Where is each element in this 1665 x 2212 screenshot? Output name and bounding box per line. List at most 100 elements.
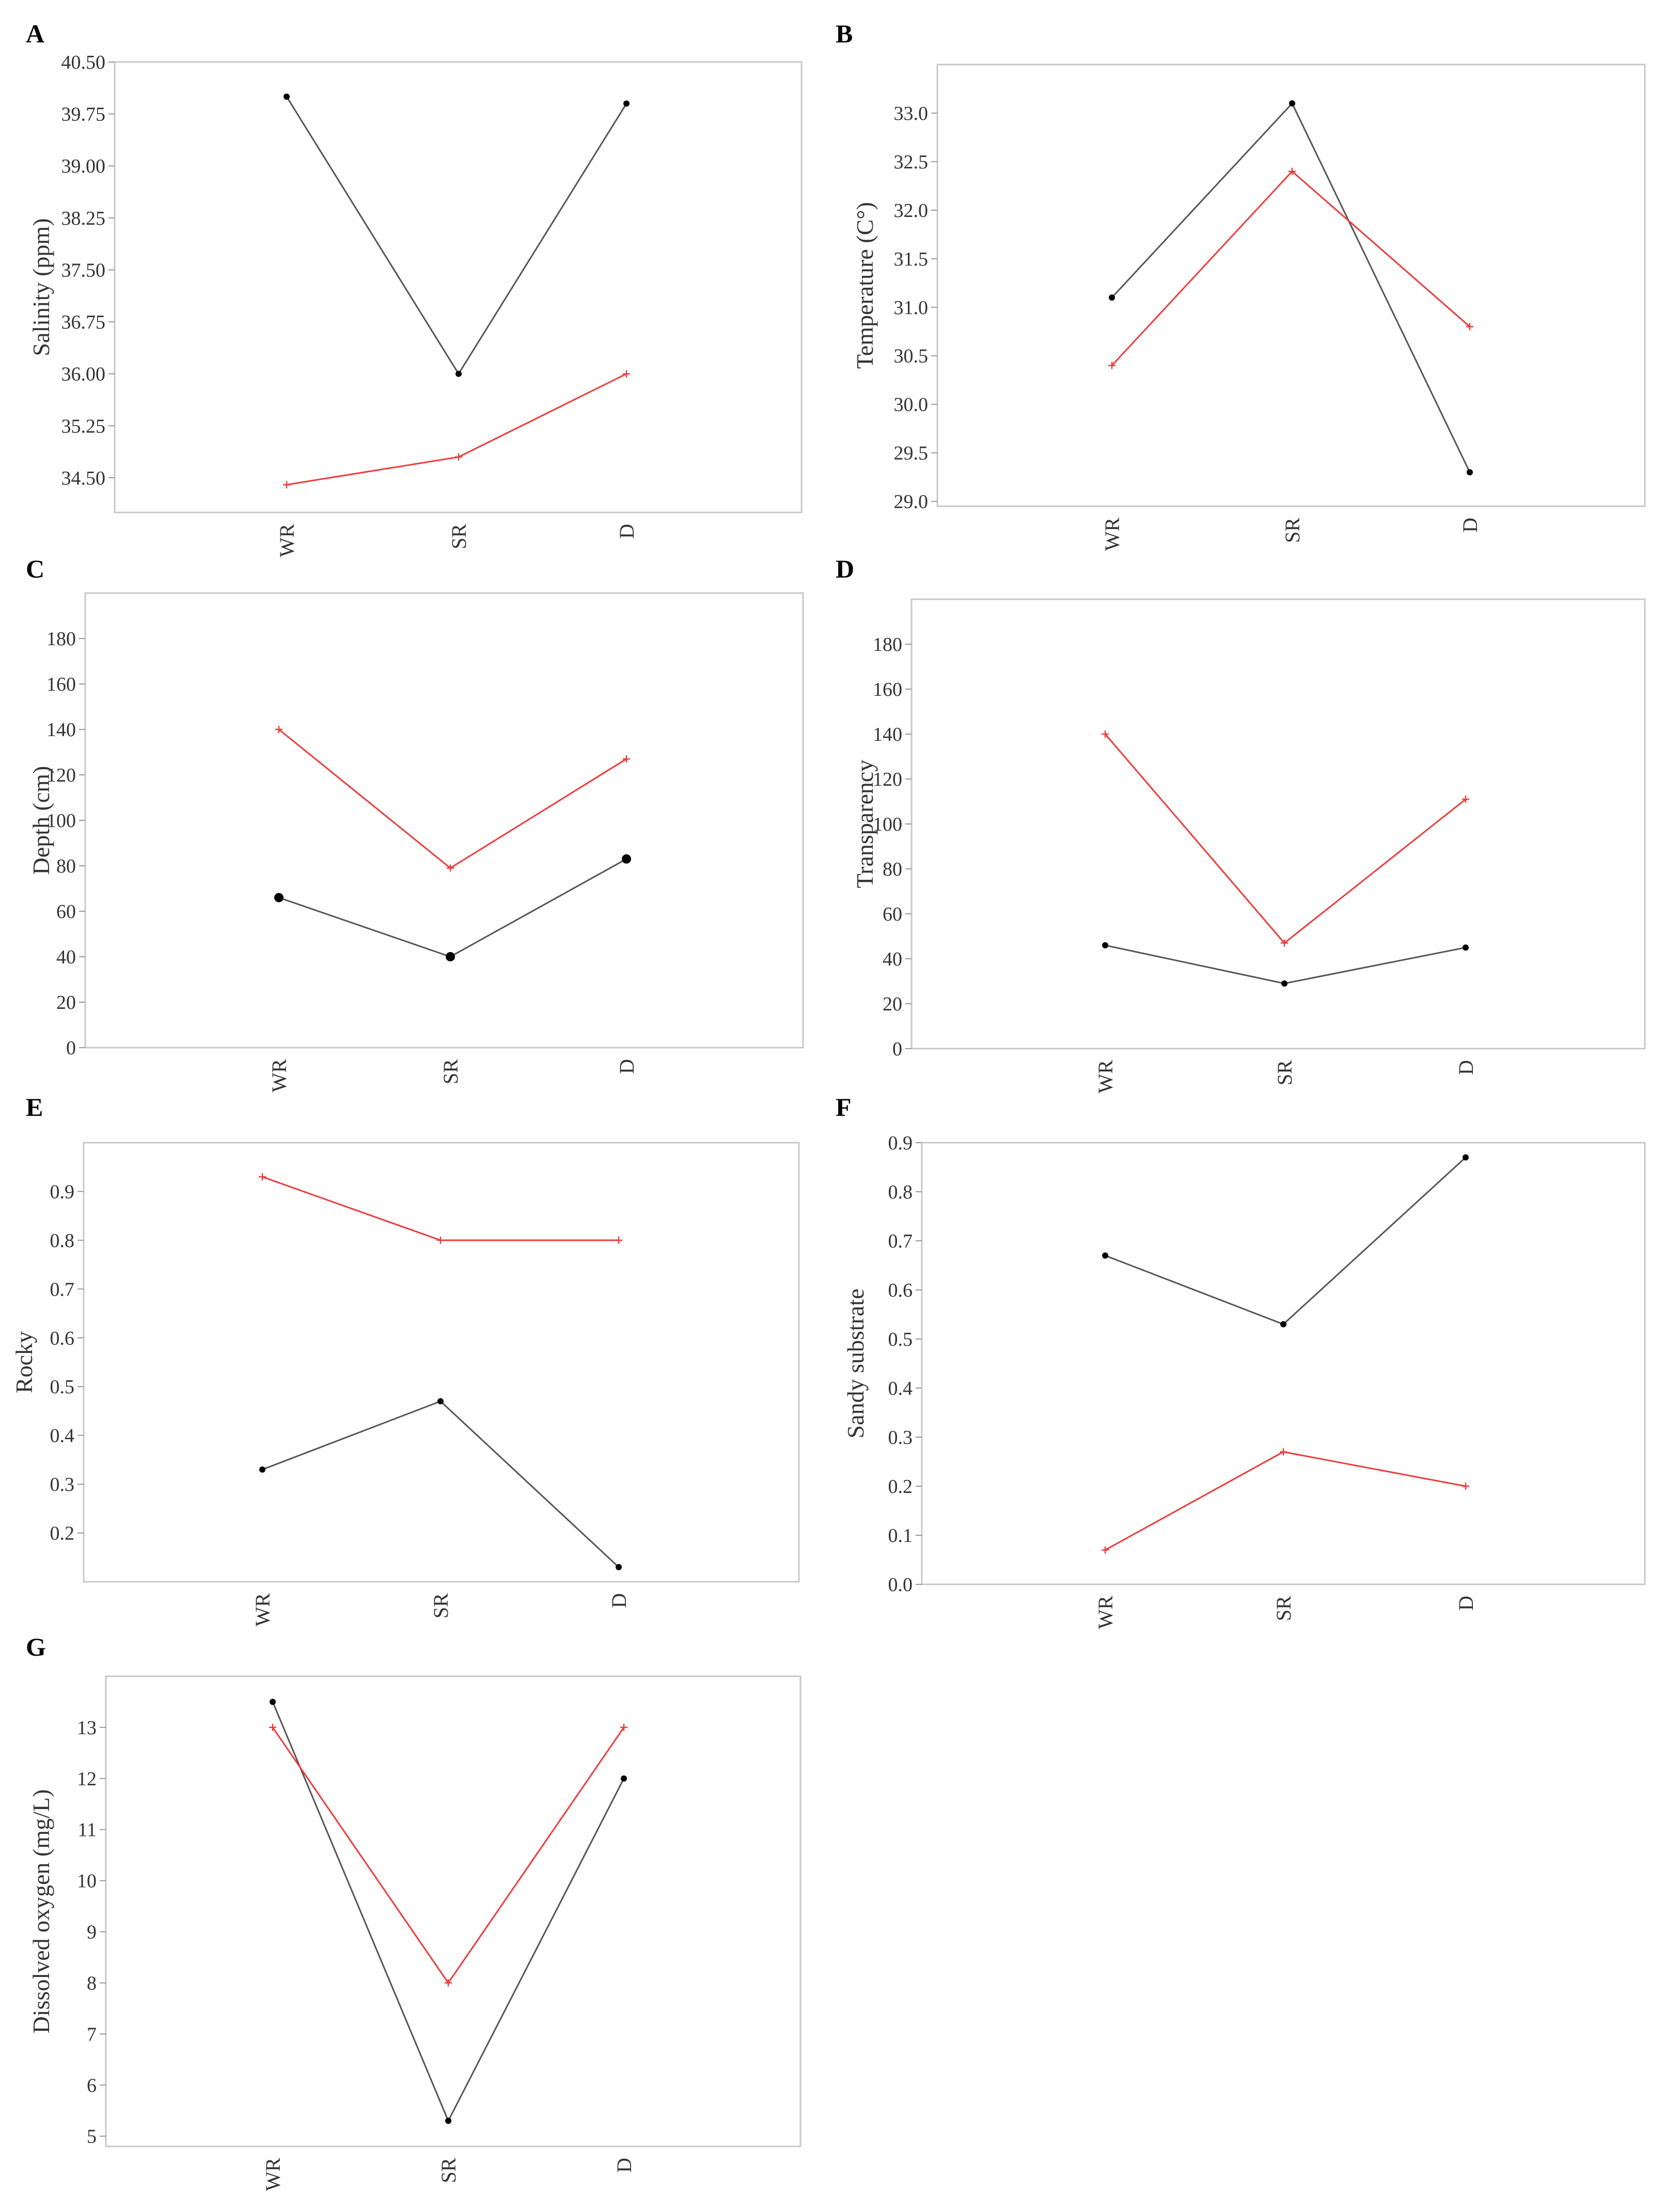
y-tick-label: 20 <box>56 992 76 1014</box>
data-point-red <box>1280 1448 1287 1456</box>
y-tick-label: 32.5 <box>894 151 929 173</box>
series-line-red <box>1105 1451 1466 1551</box>
y-tick-label: 120 <box>873 769 902 790</box>
x-tick-label: SR <box>1273 1060 1296 1085</box>
y-tick-label: 0.8 <box>50 1230 75 1252</box>
plot-frame <box>83 1142 800 1583</box>
y-tick-label: 0.7 <box>50 1279 75 1300</box>
y-tick-label: 0.6 <box>50 1328 75 1349</box>
plot-frame <box>84 592 804 1049</box>
y-axis-label: Transparency <box>852 760 878 889</box>
panel-label: G <box>26 1632 46 1661</box>
series-line-black <box>278 858 627 958</box>
y-tick-label: 0.5 <box>50 1376 75 1398</box>
panel-d: D 0 20 40 60 80 100 120 140 160 180 Transparency WR S… <box>836 554 1646 1093</box>
data-point-black <box>1102 1252 1108 1259</box>
data-point-red <box>1462 1483 1469 1490</box>
x-tick-label: SR <box>1281 518 1304 543</box>
data-point-red <box>1102 1546 1109 1554</box>
series-line-red <box>1104 734 1466 944</box>
series-line-black <box>272 1701 625 2123</box>
x-tick-label: WR <box>275 524 299 557</box>
x-tick-label: SR <box>437 2158 460 2183</box>
plot-frame <box>921 1142 1646 1585</box>
y-axis-label: Salinity (ppm) <box>28 218 54 356</box>
y-tick-label: 40 <box>56 946 76 968</box>
panel-f: F 0.0 0.1 0.2 0.3 0.4 0.5 0.6 0.7 0.8 0.9 Sandy sub… <box>836 1093 1646 1629</box>
y-tick-label: 0.4 <box>50 1425 75 1447</box>
y-tick-label: 10 <box>77 1871 97 1892</box>
y-tick-label: 12 <box>77 1768 97 1790</box>
y-axis-label: Depth (cm) <box>28 766 54 875</box>
y-axis-label: Sandy substrate <box>842 1288 869 1438</box>
y-axis-label: Dissolved oxygen (mg/L) <box>28 1789 54 2034</box>
x-tick-label: D <box>615 524 638 539</box>
data-point-black <box>616 1564 622 1570</box>
y-tick-label: 32.0 <box>894 200 929 222</box>
x-tick-label: WR <box>268 1059 291 1093</box>
y-tick-label: 0.7 <box>888 1230 913 1252</box>
y-tick-label: 0.3 <box>50 1474 75 1496</box>
y-tick-label: 5 <box>87 2126 97 2147</box>
series-line-black <box>1105 1157 1467 1326</box>
y-tick-label: 29.0 <box>894 491 929 513</box>
y-tick-label: 6 <box>87 2075 97 2096</box>
x-tick-label: D <box>612 2158 636 2173</box>
data-point-black <box>1109 294 1115 301</box>
y-tick-label: 39.00 <box>61 155 106 177</box>
data-point-red <box>455 453 462 461</box>
data-point-black <box>1467 469 1473 476</box>
data-point-red <box>620 1723 627 1731</box>
y-tick-label: 140 <box>46 719 76 741</box>
y-tick-label: 180 <box>46 628 76 650</box>
series-line-black <box>1111 102 1471 473</box>
y-tick-label: 30.0 <box>894 394 929 416</box>
data-point-red <box>1289 167 1296 175</box>
data-point-black <box>1289 100 1295 107</box>
y-tick-label: 0.2 <box>50 1523 75 1545</box>
y-tick-label: 0.9 <box>888 1132 913 1154</box>
y-tick-label: 35.25 <box>61 415 106 437</box>
y-tick-label: 34.50 <box>61 468 106 489</box>
y-tick-label: 38.25 <box>61 208 106 229</box>
y-tick-label: 8 <box>87 1972 97 1994</box>
y-tick-label: 0.9 <box>50 1181 75 1203</box>
data-point-red <box>1281 939 1288 947</box>
y-tick-label: 0.4 <box>888 1378 913 1399</box>
plot-frame <box>936 64 1646 507</box>
data-point-black <box>1463 944 1469 951</box>
y-tick-label: 0 <box>892 1038 902 1060</box>
x-tick-label: WR <box>1094 1596 1117 1629</box>
data-point-red <box>275 726 282 733</box>
panel-label: D <box>836 554 854 583</box>
data-point-black <box>284 94 290 100</box>
y-tick-label: 7 <box>87 2023 97 2045</box>
x-tick-label: D <box>1458 518 1482 533</box>
y-tick-label: 0.3 <box>888 1427 913 1448</box>
plot-frame <box>910 598 1646 1050</box>
y-tick-label: 140 <box>873 724 902 745</box>
series-line-red <box>272 1727 625 1985</box>
data-point-black <box>455 370 462 377</box>
series-line-red <box>262 1176 619 1241</box>
panel-label: C <box>26 554 44 583</box>
panel-label: F <box>836 1093 852 1121</box>
plot-frame <box>114 61 803 513</box>
data-point-red <box>1462 796 1469 803</box>
series-line-black <box>262 1400 620 1568</box>
panel-a: A 34.50 35.25 36.00 36.75 37.50 38.25 39.00 39.7… <box>26 19 803 557</box>
x-tick-label: WR <box>261 2158 285 2191</box>
x-tick-label: D <box>1454 1596 1478 1611</box>
data-point-red <box>1466 323 1473 331</box>
x-tick-label: SR <box>447 524 470 549</box>
y-tick-label: 0.8 <box>888 1181 913 1203</box>
data-point-red <box>1102 730 1109 738</box>
data-point-black <box>446 952 455 961</box>
y-tick-label: 0.6 <box>888 1280 913 1301</box>
data-point-red <box>437 1236 444 1244</box>
data-point-black <box>1281 980 1287 987</box>
x-tick-label: WR <box>251 1593 274 1627</box>
x-tick-label: SR <box>1272 1596 1295 1621</box>
series-line-red <box>1111 170 1470 366</box>
panel-label: A <box>26 19 44 48</box>
